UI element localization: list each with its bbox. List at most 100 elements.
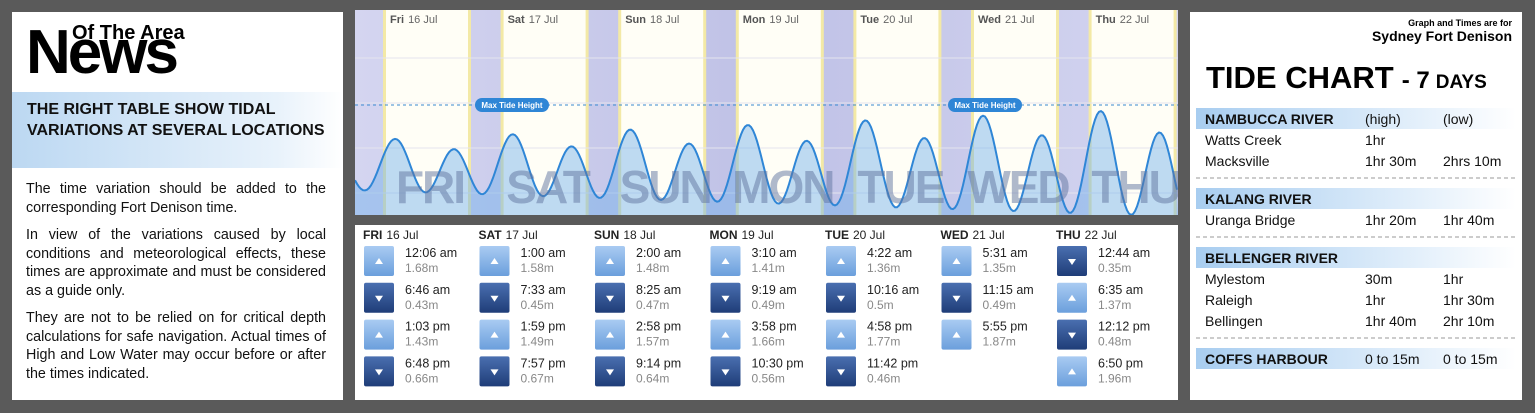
day-header: Tue 20 Jul <box>860 14 912 26</box>
day-big-label: THU <box>1091 161 1178 213</box>
tide-time: 11:15 am <box>983 283 1034 297</box>
arrow <box>952 258 961 264</box>
table-date: 16 Jul <box>386 228 418 242</box>
row-value: 2hr 10m <box>1443 313 1494 329</box>
tide-time: 7:33 am <box>521 283 566 297</box>
table-day-header: FRI 16 Jul <box>363 228 418 242</box>
title-days: DAYS <box>1436 72 1487 93</box>
table-day-header: SAT 17 Jul <box>479 228 538 242</box>
tide-time: 4:22 am <box>867 246 912 260</box>
tide-height: 1.41m <box>752 261 785 275</box>
row-value: 1hr 30m <box>1443 292 1494 308</box>
section-name: COFFS HARBOUR <box>1205 351 1328 367</box>
day-header: Sun 18 Jul <box>625 14 679 26</box>
row-value: 1hr 20m <box>1365 212 1416 228</box>
arrow <box>375 369 383 376</box>
tide-time: 8:25 am <box>636 283 681 297</box>
dusk-edge <box>703 10 707 215</box>
tide-height: 1.77m <box>867 335 900 349</box>
row-name: Watts Creek <box>1205 132 1282 148</box>
table-date: 19 Jul <box>742 228 774 242</box>
tide-height: 1.57m <box>636 335 669 349</box>
daylight-band <box>855 10 940 215</box>
arrow <box>606 295 614 302</box>
tide-height: 1.49m <box>521 335 554 349</box>
section-name: NAMBUCCA RIVER <box>1205 111 1334 127</box>
day-big-label: SAT <box>506 161 590 213</box>
day-big-label: SUN <box>620 161 711 213</box>
row-value: 30m <box>1365 271 1392 287</box>
tide-height: 1.36m <box>867 261 900 275</box>
section-value: 0 to 15m <box>1443 351 1497 367</box>
dusk-edge <box>468 10 471 215</box>
row-value: 1hr 40m <box>1365 313 1416 329</box>
tide-time: 3:58 pm <box>752 320 797 334</box>
daylight-band <box>1090 10 1175 215</box>
table-date: 21 Jul <box>973 228 1005 242</box>
table-day: TUE <box>825 228 849 242</box>
day-name: Sat <box>508 14 525 26</box>
dawn-edge <box>383 10 386 215</box>
arrow <box>606 369 614 376</box>
day-big-label: FRI <box>396 161 464 213</box>
daylight-band <box>502 10 587 215</box>
table-day: WED <box>941 228 969 242</box>
arrow <box>837 258 845 264</box>
arrow <box>721 369 730 376</box>
day-name: Sun <box>625 14 646 26</box>
tide-time: 12:44 am <box>1098 246 1150 260</box>
tide-time: 9:14 pm <box>636 356 681 370</box>
day-big-label: WED <box>967 161 1069 213</box>
row-value: 1hr 40m <box>1443 212 1494 228</box>
arrow <box>952 331 961 338</box>
tide-time: 5:55 pm <box>983 320 1028 334</box>
tide-height: 1.37m <box>1098 298 1131 312</box>
tide-time: 12:06 am <box>405 246 457 260</box>
table-day: THU <box>1056 228 1081 242</box>
tide-height: 0.67m <box>521 371 554 385</box>
arrow <box>837 295 845 302</box>
section-value: (high) <box>1365 111 1401 127</box>
section-value: (low) <box>1443 111 1473 127</box>
tide-time: 9:19 am <box>752 283 797 297</box>
day-name: Thu <box>1096 14 1116 26</box>
section-value: 0 to 15m <box>1365 351 1419 367</box>
panel-title: TIDE CHART - 7 DAYS <box>1206 60 1487 95</box>
tide-height: 1.96m <box>1098 371 1131 385</box>
dawn-edge <box>500 10 504 215</box>
arrow <box>721 258 730 264</box>
day-name: Wed <box>978 14 1001 26</box>
source-note: Graph and Times are for <box>1408 18 1512 28</box>
title-count: - 7 <box>1402 67 1430 94</box>
tide-time: 11:42 pm <box>867 356 918 370</box>
day-date: 16 Jul <box>408 14 437 26</box>
paragraph: The time variation should be added to th… <box>26 181 326 216</box>
tide-height: 0.49m <box>983 298 1016 312</box>
arrow <box>721 331 730 338</box>
tide-height: 1.68m <box>405 261 438 275</box>
day-header: Wed 21 Jul <box>978 14 1034 26</box>
tide-time: 1:00 am <box>521 246 566 260</box>
day-header: Sat 17 Jul <box>508 14 558 26</box>
paragraph: They are not to be relied on for critica… <box>26 310 326 382</box>
max-height-pill <box>948 98 1022 112</box>
tide-height: 0.64m <box>636 371 669 385</box>
tide-time: 5:31 am <box>983 246 1028 260</box>
row-name: Macksville <box>1205 153 1270 169</box>
info-panel: Of The Area News THE RIGHT TABLE SHOW TI… <box>12 12 343 400</box>
tide-height: 1.87m <box>983 335 1016 349</box>
tide-time: 4:58 pm <box>867 320 912 334</box>
tide-height: 0.43m <box>405 298 438 312</box>
row-value: 1hr <box>1365 132 1386 148</box>
heading: THE RIGHT TABLE SHOW TIDAL VARIATIONS AT… <box>12 92 343 168</box>
section-bar <box>1196 188 1516 209</box>
arrow <box>375 258 383 264</box>
tide-height: 0.48m <box>1098 335 1131 349</box>
day-name: Mon <box>743 14 766 26</box>
daylight-band <box>737 10 822 215</box>
title-main: TIDE CHART <box>1206 60 1394 95</box>
section-bar <box>1196 108 1516 129</box>
tide-height: 0.66m <box>405 371 438 385</box>
day-date: 20 Jul <box>883 14 912 26</box>
table-day-header: TUE 20 Jul <box>825 228 885 242</box>
